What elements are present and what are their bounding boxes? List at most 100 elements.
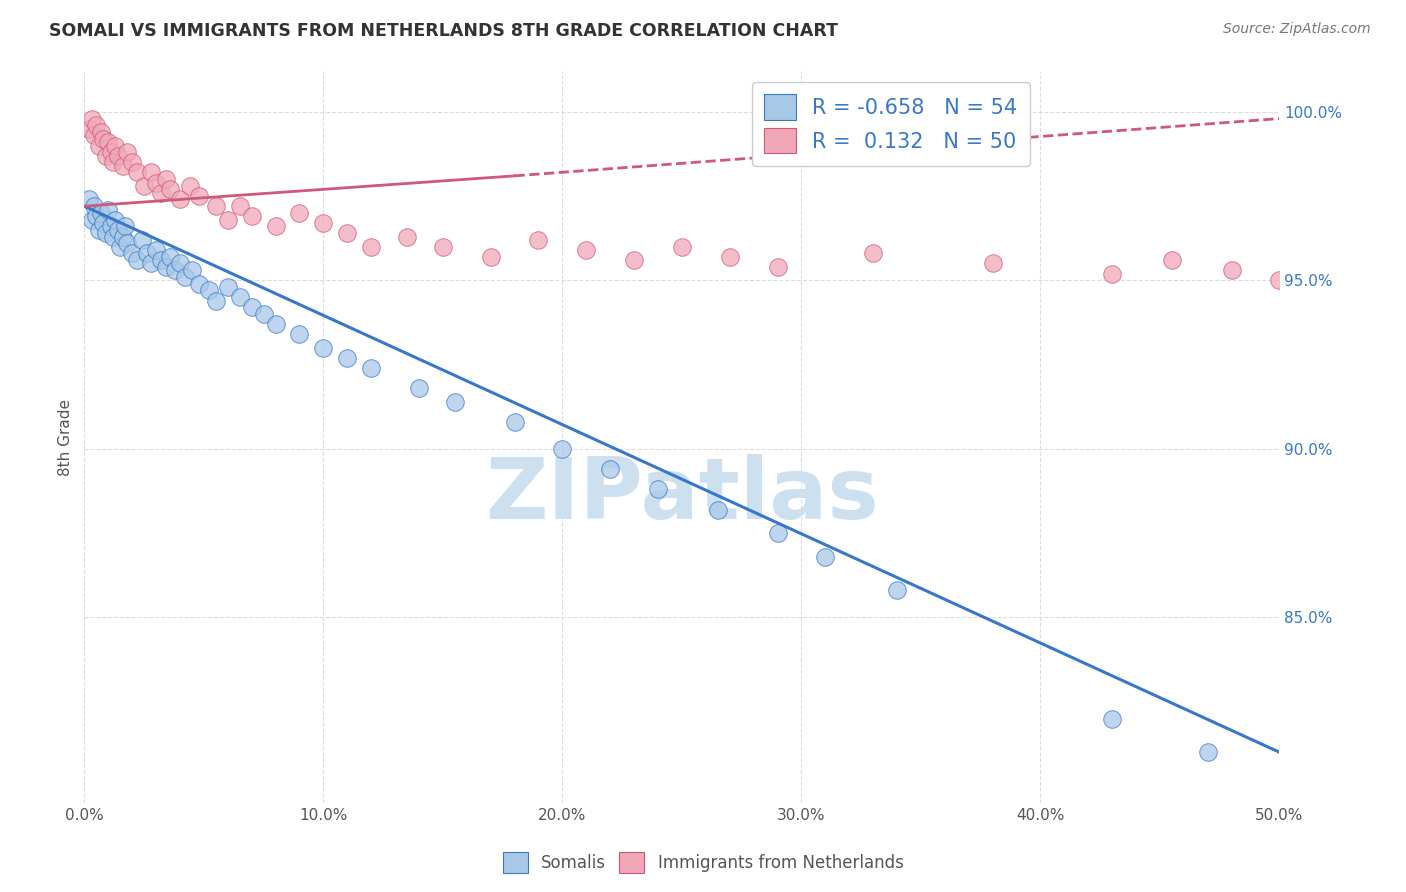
Point xyxy=(141,256,163,270)
Point xyxy=(288,327,311,342)
Point xyxy=(121,246,143,260)
Point xyxy=(240,301,263,315)
Point xyxy=(125,165,148,179)
Point xyxy=(264,317,287,331)
Point xyxy=(101,229,124,244)
Point xyxy=(360,361,382,376)
Point xyxy=(111,159,134,173)
Point xyxy=(169,193,191,207)
Point xyxy=(444,394,467,409)
Point xyxy=(149,186,172,200)
Point xyxy=(766,526,789,541)
Point xyxy=(575,243,598,257)
Point xyxy=(707,502,730,516)
Point xyxy=(205,293,228,308)
Point xyxy=(104,212,127,227)
Point xyxy=(87,138,110,153)
Point xyxy=(1161,253,1184,268)
Point xyxy=(360,239,382,253)
Point xyxy=(131,233,153,247)
Point xyxy=(100,219,122,234)
Point xyxy=(188,189,211,203)
Point xyxy=(159,250,181,264)
Point xyxy=(981,256,1004,270)
Point xyxy=(93,216,115,230)
Point xyxy=(814,549,837,564)
Point xyxy=(90,125,112,139)
Point xyxy=(432,239,454,253)
Point xyxy=(77,121,100,136)
Point xyxy=(94,226,117,240)
Text: ZIPatlas: ZIPatlas xyxy=(485,454,879,537)
Point xyxy=(288,206,311,220)
Point xyxy=(135,246,157,260)
Point xyxy=(205,199,228,213)
Point xyxy=(125,253,148,268)
Point xyxy=(551,442,574,456)
Point xyxy=(86,209,108,223)
Point xyxy=(101,155,124,169)
Point xyxy=(155,172,177,186)
Point xyxy=(77,193,100,207)
Point xyxy=(217,280,239,294)
Point xyxy=(179,178,201,193)
Point xyxy=(1197,745,1219,759)
Point xyxy=(264,219,287,234)
Point xyxy=(312,216,335,230)
Point xyxy=(141,165,163,179)
Legend: Somalis, Immigrants from Netherlands: Somalis, Immigrants from Netherlands xyxy=(496,846,910,880)
Point xyxy=(87,223,110,237)
Point xyxy=(100,145,122,160)
Point xyxy=(97,202,120,217)
Point xyxy=(862,246,884,260)
Point xyxy=(1220,263,1243,277)
Point xyxy=(229,199,252,213)
Point xyxy=(599,462,621,476)
Point xyxy=(623,253,645,268)
Point xyxy=(229,290,252,304)
Legend: R = -0.658   N = 54, R =  0.132   N = 50: R = -0.658 N = 54, R = 0.132 N = 50 xyxy=(752,82,1031,166)
Point xyxy=(114,219,136,234)
Point xyxy=(104,138,127,153)
Point xyxy=(159,182,181,196)
Point xyxy=(90,206,112,220)
Point xyxy=(132,178,156,193)
Point xyxy=(145,176,167,190)
Point xyxy=(149,253,172,268)
Point xyxy=(312,341,335,355)
Point xyxy=(647,483,669,497)
Point xyxy=(671,239,693,253)
Point xyxy=(117,145,139,160)
Point xyxy=(766,260,789,274)
Point xyxy=(80,212,103,227)
Point xyxy=(107,223,129,237)
Point xyxy=(336,226,359,240)
Point xyxy=(217,212,239,227)
Point xyxy=(169,256,191,270)
Point xyxy=(97,135,120,149)
Point xyxy=(165,263,187,277)
Point xyxy=(145,243,167,257)
Y-axis label: 8th Grade: 8th Grade xyxy=(58,399,73,475)
Point xyxy=(188,277,211,291)
Point xyxy=(117,236,139,251)
Point xyxy=(1101,267,1123,281)
Point xyxy=(253,307,276,321)
Point xyxy=(80,112,103,126)
Point xyxy=(886,583,908,598)
Point xyxy=(479,250,502,264)
Point xyxy=(408,381,430,395)
Point xyxy=(1101,712,1123,726)
Point xyxy=(86,118,108,132)
Point xyxy=(197,284,219,298)
Point xyxy=(83,128,105,143)
Text: SOMALI VS IMMIGRANTS FROM NETHERLANDS 8TH GRADE CORRELATION CHART: SOMALI VS IMMIGRANTS FROM NETHERLANDS 8T… xyxy=(49,22,838,40)
Point xyxy=(121,155,143,169)
Point xyxy=(110,239,132,253)
Point xyxy=(94,148,117,162)
Point xyxy=(396,229,419,244)
Point xyxy=(111,229,134,244)
Point xyxy=(240,209,263,223)
Point xyxy=(155,260,177,274)
Point xyxy=(527,233,550,247)
